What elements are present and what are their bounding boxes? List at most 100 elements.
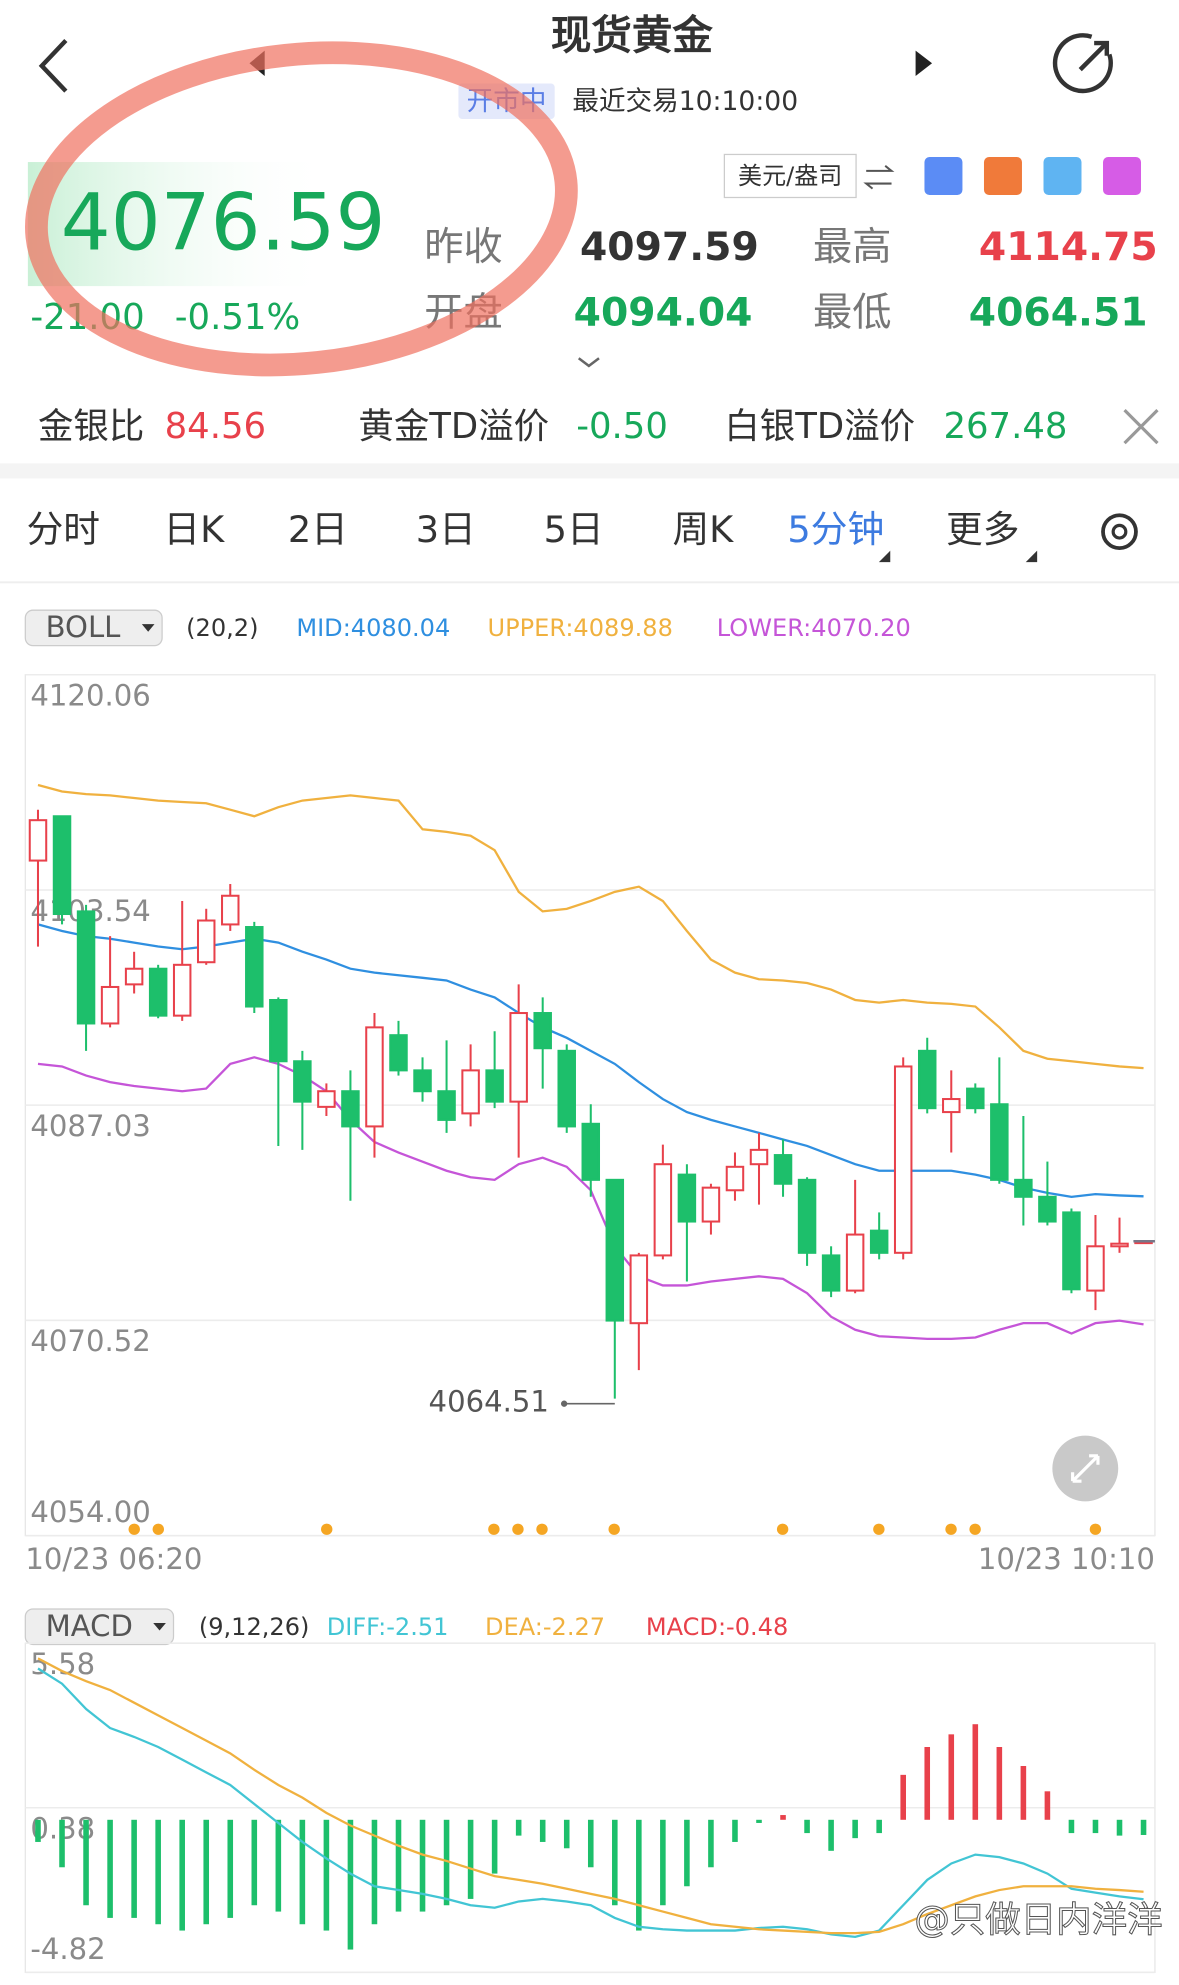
next-button[interactable] <box>915 50 933 76</box>
price: 4076.59 <box>61 176 386 268</box>
candle-body <box>869 1229 889 1254</box>
tab[interactable]: 周K <box>672 508 734 551</box>
tab-dropdown <box>1025 550 1038 563</box>
indicator-value: MID:4080.04 <box>296 614 450 642</box>
tab[interactable]: 2日 <box>288 508 348 551</box>
tool-icon[interactable] <box>983 156 1022 195</box>
tool-icon[interactable] <box>1043 156 1082 195</box>
indicator-select[interactable] <box>24 609 163 647</box>
histogram-bar <box>179 1819 185 1931</box>
candle-body <box>293 1060 312 1103</box>
tab-bar: 分时 日K 2日 3日 5日 周K 5分钟 更多 <box>27 508 1038 563</box>
indicator-value: MACD:-0.48 <box>646 1613 788 1641</box>
candle-body <box>845 1233 865 1292</box>
candle-body <box>485 1069 504 1103</box>
field-value: 4097.59 <box>580 225 759 270</box>
histogram-bar <box>275 1819 282 1912</box>
field-value: 4094.04 <box>574 291 753 336</box>
indicator-line <box>37 783 1144 1070</box>
refresh-button[interactable] <box>1052 33 1113 94</box>
fullscreen-button[interactable] <box>1052 1435 1119 1502</box>
tab[interactable]: 3日 <box>416 508 476 551</box>
y-tick-label: -4.82 <box>30 1932 105 1966</box>
y-tick-label: 4087.03 <box>30 1109 150 1143</box>
tool-icon[interactable] <box>924 156 963 195</box>
histogram-bar <box>1116 1819 1123 1836</box>
histogram-bar <box>587 1819 594 1868</box>
expand-chevron[interactable] <box>577 357 600 368</box>
candle-body <box>52 815 72 916</box>
candle-body <box>990 1103 1009 1181</box>
candle-body <box>221 894 240 926</box>
histogram-bar <box>924 1747 931 1820</box>
change-pct: -0.51% <box>175 297 300 338</box>
histogram-bar <box>59 1819 65 1868</box>
histogram-bar <box>299 1819 306 1925</box>
candle-body <box>701 1186 721 1223</box>
histogram-bar <box>948 1734 955 1820</box>
histogram-bar <box>251 1819 258 1906</box>
candle-body <box>966 1087 985 1110</box>
candle-body <box>557 1049 576 1128</box>
spread-label: 黄金TD溢价 <box>358 406 549 447</box>
histogram-bar <box>756 1819 762 1823</box>
indicator-name: MACD <box>46 1609 133 1643</box>
back-button[interactable] <box>38 38 68 93</box>
indicator-params: (9,12,26) <box>199 1613 310 1641</box>
candle-body <box>581 1122 601 1181</box>
close-button[interactable] <box>1123 409 1159 445</box>
tab[interactable]: 分时 <box>27 508 100 551</box>
histogram-bar <box>1068 1819 1075 1834</box>
y-tick-label: 4070.52 <box>30 1324 150 1358</box>
x-tick-label: 10/23 06:20 <box>25 1542 202 1576</box>
candle-body <box>317 1090 336 1108</box>
histogram-bar <box>395 1819 402 1912</box>
indicator-params: (20,2) <box>186 614 258 642</box>
candle-body <box>942 1098 961 1114</box>
histogram-bar <box>227 1819 234 1918</box>
histogram-bar <box>491 1819 498 1874</box>
x-tick-label: 10/23 10:10 <box>978 1542 1155 1576</box>
field-label: 昨收 <box>424 225 503 270</box>
candle-body <box>749 1148 769 1166</box>
histogram-bar <box>612 1819 618 1906</box>
indicator-value: DEA:-2.27 <box>485 1613 605 1641</box>
histogram-bar <box>828 1819 834 1851</box>
settings-button[interactable] <box>1101 513 1138 551</box>
tab[interactable]: 5分钟 <box>787 508 884 551</box>
spread-label: 白银TD溢价 <box>724 406 915 447</box>
histogram-bar <box>900 1774 906 1820</box>
candle-body <box>773 1154 793 1185</box>
tab[interactable]: 日K <box>163 508 225 551</box>
indicator-select[interactable] <box>24 1608 175 1646</box>
spread-value: -0.50 <box>576 406 668 447</box>
histogram-bar <box>539 1819 546 1842</box>
field-label: 最低 <box>813 291 892 336</box>
tab[interactable]: 更多 <box>946 508 1019 551</box>
candle-body <box>725 1165 745 1192</box>
unit-box[interactable] <box>723 153 857 199</box>
histogram-bar <box>1140 1819 1147 1835</box>
swap-icon[interactable] <box>863 165 895 190</box>
candle-body <box>893 1065 913 1254</box>
field-value: 4064.51 <box>969 291 1148 336</box>
signal-dots <box>128 1523 1102 1535</box>
candle-body <box>1062 1211 1081 1291</box>
annotation-circle <box>25 41 578 377</box>
tool-icon[interactable] <box>1103 156 1142 195</box>
candle-body <box>629 1254 649 1325</box>
candle-body <box>76 910 96 1025</box>
histogram-bar <box>155 1819 161 1925</box>
low-marker-label: 4064.51 <box>429 1385 549 1419</box>
candle-body <box>437 1090 456 1121</box>
tab[interactable]: 5日 <box>544 508 604 551</box>
histogram-bar <box>323 1819 330 1931</box>
histogram-bar <box>107 1819 113 1918</box>
watermark: @只做日内洋洋 <box>914 1900 1162 1941</box>
y-tick-label: 4054.00 <box>30 1495 150 1529</box>
indicator-value: UPPER:4089.88 <box>488 614 673 642</box>
candle-body <box>341 1090 360 1128</box>
tab-dropdown <box>878 550 891 563</box>
